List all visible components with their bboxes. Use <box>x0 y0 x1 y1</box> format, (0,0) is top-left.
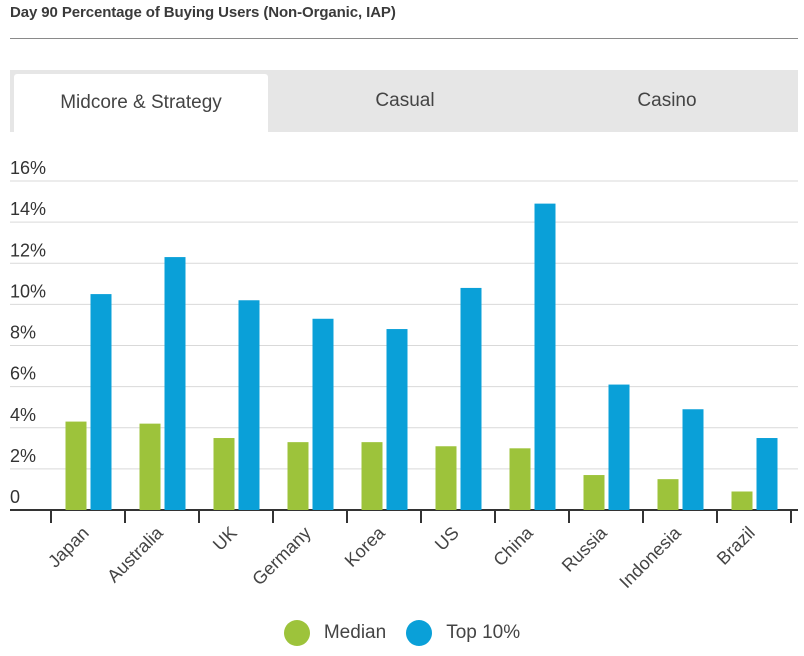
chart-title: Day 90 Percentage of Buying Users (Non-O… <box>10 4 396 21</box>
y-tick-label: 16% <box>10 158 46 178</box>
y-tick-label: 12% <box>10 240 46 260</box>
bar-top10 <box>534 203 556 510</box>
y-tick-label: 14% <box>10 199 46 219</box>
title-divider <box>10 38 798 39</box>
bar-median <box>287 442 309 510</box>
tab-casino[interactable]: Casino <box>637 90 697 111</box>
x-tick-label: US <box>431 523 463 555</box>
bar-top10 <box>608 384 630 510</box>
bar-top10 <box>90 294 112 510</box>
bar-top10 <box>756 438 778 510</box>
bar-median <box>509 448 531 510</box>
bar-top10 <box>164 257 186 510</box>
legend-item-median[interactable]: Median <box>283 620 387 646</box>
bar-median <box>139 423 161 510</box>
legend-label-top10: Top 10% <box>446 622 521 643</box>
bar-median <box>435 446 457 510</box>
bar-median <box>213 438 235 510</box>
x-tick-label: Japan <box>44 523 93 572</box>
y-tick-label: 0 <box>10 487 20 507</box>
y-tick-label: 10% <box>10 281 46 301</box>
legend-item-top10[interactable]: Top 10% <box>406 620 520 646</box>
bar-median <box>65 421 87 510</box>
bar-top10 <box>238 300 260 510</box>
chart-legend: Median Top 10% <box>0 620 804 646</box>
x-tick-label: Korea <box>341 522 390 571</box>
y-tick-label: 4% <box>10 405 36 425</box>
bar-median <box>657 479 679 510</box>
y-tick-label: 6% <box>10 364 36 384</box>
bar-median <box>361 442 383 510</box>
tab-midcore-strategy[interactable]: Midcore & Strategy <box>14 74 268 132</box>
y-tick-label: 8% <box>10 323 36 343</box>
tab-casual[interactable]: Casual <box>375 90 435 111</box>
x-tick-label: UK <box>209 523 241 555</box>
median-swatch-icon <box>283 620 310 646</box>
category-tabs: Midcore & Strategy Casual Casino <box>10 70 798 132</box>
bar-top10 <box>460 287 482 510</box>
legend-label-median: Median <box>323 622 387 643</box>
bar-median <box>731 491 753 510</box>
bar-top10 <box>386 329 408 510</box>
x-tick-label: Germany <box>248 523 314 589</box>
bar-chart: 0 2% 4% 6% 8% 10% 12% 14% 16% Japan Australia UK Ger… <box>10 158 798 592</box>
bar-top10 <box>682 409 704 510</box>
x-tick-label: Russia <box>558 522 612 576</box>
bar-top10 <box>312 318 334 510</box>
x-tick-label: Indonesia <box>615 522 685 592</box>
y-tick-label: 2% <box>10 446 36 466</box>
x-tick-label: Brazil <box>713 523 759 569</box>
x-tick-label: China <box>489 522 537 570</box>
bar-median <box>583 475 605 510</box>
x-tick-label: Australia <box>103 522 167 586</box>
top10-swatch-icon <box>406 620 433 646</box>
